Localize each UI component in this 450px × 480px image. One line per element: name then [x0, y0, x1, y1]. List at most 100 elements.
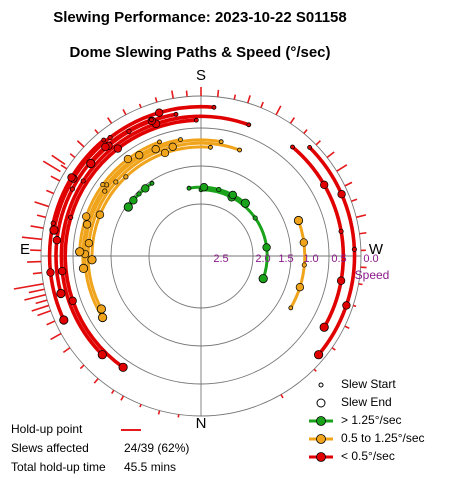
holdup-mark	[303, 129, 308, 134]
holdup-mark	[32, 271, 42, 275]
legend-slew-end-label: Slew End	[341, 395, 392, 409]
slew-waypoint	[82, 212, 91, 221]
holdup-mark	[60, 164, 68, 170]
holdup-mark	[37, 309, 51, 317]
holdup-mark	[313, 368, 317, 372]
slew-waypoint	[216, 186, 222, 193]
holdup-mark	[326, 151, 335, 159]
slew-waypoint	[123, 154, 133, 164]
holdup-mark	[42, 160, 61, 173]
slew-start-point	[178, 137, 183, 143]
slew-waypoint	[102, 188, 108, 194]
speed-tick-label: 2.5	[213, 253, 228, 265]
holdup-mark	[28, 288, 45, 294]
holdup-mark	[106, 117, 113, 124]
slew-path-slow	[307, 145, 357, 357]
holdup-mark	[280, 394, 284, 399]
compass-bottom-label: N	[196, 415, 207, 432]
holdup-mark	[122, 109, 127, 116]
holdup-mark	[138, 103, 142, 108]
slew-waypoint	[320, 180, 329, 189]
slew-waypoint	[68, 214, 74, 220]
slew-end-point	[98, 312, 108, 323]
slew-waypoint	[50, 220, 56, 226]
holdup-mark	[154, 97, 158, 103]
slew-start-point	[157, 139, 162, 145]
holdup-mark	[62, 347, 71, 354]
slew-waypoint	[107, 135, 113, 141]
slew-waypoint	[69, 186, 75, 192]
slew-waypoint	[168, 142, 177, 151]
legend-slow-label: < 0.5°/sec	[341, 449, 395, 463]
holdup-mark	[50, 332, 62, 341]
slew-end-point	[313, 350, 324, 360]
axis-labels: S N E W 2.5 2.0 1.5 1.0 0.5 0.0 Speed	[20, 67, 389, 432]
holdup-mark	[94, 129, 99, 134]
slew-start-point	[208, 144, 213, 150]
slew-waypoint	[113, 144, 122, 153]
slew-end-point	[86, 158, 96, 169]
holdup-mark	[24, 293, 46, 301]
time-value: 45.5 mins	[124, 460, 177, 474]
slew-end-point	[97, 350, 107, 360]
holdup-mark	[139, 404, 142, 408]
holdup-points	[13, 87, 367, 418]
slew-start-point	[101, 137, 107, 143]
slew-start-point	[246, 122, 252, 128]
holdup-mark	[35, 299, 48, 305]
slew-waypoint	[123, 174, 129, 180]
slew-end-point	[123, 202, 133, 212]
holdup-mark	[289, 117, 296, 124]
holdup-mark	[79, 364, 85, 370]
holdup-mark	[120, 395, 125, 401]
slew-end-point	[319, 322, 329, 332]
speed-tick-label: 1.5	[278, 253, 293, 265]
slew-end-icon	[316, 398, 326, 408]
slew-waypoint	[113, 179, 119, 185]
slew-waypoint	[67, 173, 76, 182]
slew-waypoint	[68, 296, 77, 305]
holdup-mark	[46, 189, 55, 195]
fast-speed-icon	[309, 416, 333, 426]
slew-path-medium	[86, 141, 242, 311]
compass-right-label: W	[369, 241, 384, 258]
slow-speed-icon	[309, 452, 333, 462]
slews-value: 24/39 (62%)	[124, 441, 190, 455]
holdup-mark	[233, 94, 237, 100]
slew-start-point	[149, 180, 155, 186]
holdup-mark	[351, 198, 358, 203]
legend-slew-start-label: Slew Start	[341, 377, 396, 391]
holdup-mark	[157, 410, 161, 415]
holdup-mark	[171, 90, 175, 99]
slew-waypoint	[228, 190, 237, 200]
slew-end-point	[59, 315, 69, 325]
slew-path-slow	[290, 145, 346, 329]
slew-end-point	[75, 247, 85, 257]
holdup-mark	[331, 347, 336, 351]
slew-start-point	[218, 139, 224, 145]
slew-waypoint	[46, 268, 55, 277]
holdup-mark	[36, 214, 46, 219]
slew-waypoint	[155, 108, 164, 117]
slew-waypoint	[338, 228, 344, 234]
slew-start-point	[173, 111, 179, 117]
legend-fast-label: > 1.25°/sec	[341, 413, 402, 427]
holdup-mark	[51, 154, 66, 165]
speed-tick-label: 0.5	[331, 253, 346, 265]
slew-end-point	[56, 288, 66, 299]
speed-tick-label: 0.0	[363, 253, 378, 265]
holdup-mark	[31, 304, 50, 312]
slew-waypoint	[135, 151, 144, 160]
slew-waypoint	[295, 283, 305, 292]
slew-end-point	[118, 362, 128, 372]
slew-start-point	[288, 305, 294, 311]
slew-waypoint	[136, 191, 142, 197]
chart-title: Slewing Performance: 2023-10-22 S01158	[53, 9, 347, 26]
medium-speed-icon	[309, 434, 333, 444]
holdup-mark	[344, 181, 353, 187]
holdup-mark	[344, 325, 350, 330]
slew-end-point	[258, 273, 268, 284]
holdup-mark	[111, 389, 115, 394]
legend-medium-label: 0.5 to 1.25°/sec	[341, 431, 425, 445]
